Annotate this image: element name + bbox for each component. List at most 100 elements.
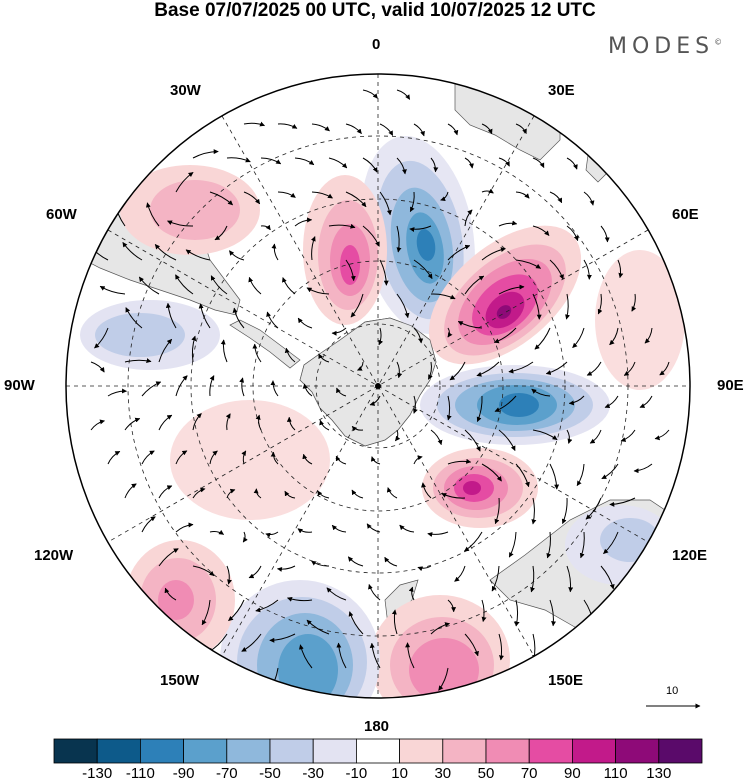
wind-vector: [277, 123, 298, 129]
wind-vector: [447, 244, 471, 261]
colorbar-swatch: [658, 738, 703, 764]
wind-vector: [609, 327, 619, 346]
colorbar-swatch: [96, 738, 141, 764]
wind-vector: [498, 284, 525, 295]
wind-vector: [476, 361, 500, 377]
wind-vector: [260, 224, 271, 231]
colorbar-tick-label: -70: [215, 765, 238, 782]
wind-vector: [391, 609, 398, 635]
wind-vector: [277, 191, 296, 198]
wind-vector: [328, 157, 348, 169]
wind-vector: [586, 361, 602, 376]
wind-vector: [589, 429, 602, 444]
wind-vector: [209, 191, 233, 206]
wind-vector: [192, 487, 206, 499]
lon-label-60e: 60E: [672, 206, 699, 223]
wind-vector: [498, 220, 518, 227]
colorbar-swatch: [139, 738, 184, 764]
wind-vector: [549, 463, 560, 490]
wind-vector: [226, 488, 236, 499]
wind-vector: [396, 89, 411, 100]
wind-vector: [297, 528, 313, 534]
wind-vector: [260, 157, 282, 165]
wind-vector: [209, 450, 218, 465]
colorbar-tick-label: 50: [477, 765, 495, 782]
wind-vector: [620, 429, 636, 442]
wind-vector: [447, 599, 457, 613]
wind-vector: [604, 395, 619, 408]
wind-vector: [158, 485, 173, 499]
wind-vector: [107, 388, 127, 397]
wind-vector: [192, 149, 219, 159]
colorbar-swatch: [312, 738, 357, 764]
wind-vector: [348, 611, 364, 635]
wind-vector: [243, 121, 265, 127]
colorbar-tick-label: -130: [82, 765, 113, 782]
wind-vector: [396, 157, 407, 175]
wind-vector: [239, 377, 245, 397]
wind-vector: [311, 560, 330, 567]
wind-vector: [192, 413, 202, 431]
wind-vector: [561, 497, 568, 525]
wind-vector: [326, 587, 347, 601]
wind-vector: [515, 259, 542, 269]
wind-vector: [603, 531, 619, 554]
wind-vector: [297, 317, 313, 329]
wind-vector: [413, 395, 418, 414]
wind-vector: [271, 243, 279, 261]
wind-vector: [464, 157, 474, 169]
wind-vector: [94, 327, 109, 349]
wind-vector: [515, 463, 530, 488]
colorbar-swatch: [572, 738, 617, 764]
wind-vector: [447, 327, 453, 338]
wind-vector: [107, 450, 121, 465]
wind-vector: [600, 565, 615, 590]
wind-vector: [566, 157, 578, 170]
wind-vector: [241, 633, 262, 652]
wind-vector: [378, 327, 384, 346]
wind-vector: [494, 497, 500, 525]
wind-vector: [532, 293, 542, 320]
wind-vector: [644, 327, 653, 344]
colorbar-swatch: [442, 738, 487, 764]
wind-vector: [328, 223, 356, 229]
lon-label-120e: 120E: [672, 547, 708, 564]
wind-vector: [430, 429, 443, 446]
lon-label-90w: 90W: [4, 377, 35, 394]
colorbar-tick-label: -10: [345, 765, 368, 782]
wind-vector: [269, 633, 296, 643]
wind-vector: [241, 450, 247, 465]
wind-vector: [654, 429, 670, 441]
colorbar-tick-label: 10: [391, 765, 408, 782]
wind-vector: [302, 383, 313, 397]
wind-vector: [226, 565, 232, 585]
wind-vector: [284, 347, 296, 363]
colorbar-swatch: [485, 738, 530, 764]
wind-vector: [530, 565, 536, 593]
wind-vector: [481, 247, 506, 261]
copyright-mark: ©: [714, 37, 723, 47]
wind-vector: [617, 259, 624, 279]
wind-vector: [481, 463, 502, 482]
wind-vector: [396, 225, 402, 253]
wind-vector: [408, 586, 415, 601]
wind-vector: [294, 217, 313, 227]
wind-vector: [124, 417, 141, 431]
wind-vector: [319, 419, 330, 431]
wind-vector: [447, 123, 459, 136]
antarctic-peninsula: [229, 319, 301, 369]
wind-vector: [252, 343, 262, 363]
wind-vector: [413, 455, 423, 465]
wind-vector: [266, 311, 279, 329]
wind-vector: [600, 225, 610, 243]
colorbar-swatch: [269, 738, 314, 764]
wind-vector: [583, 259, 592, 280]
wind-vector: [379, 259, 389, 286]
wind-vector: [639, 395, 653, 408]
wind-vector: [165, 302, 177, 329]
wind-vector: [191, 335, 197, 363]
wind-vector: [368, 584, 381, 601]
wind-vector: [270, 380, 279, 397]
wind-vector: [286, 416, 296, 431]
wind-vector: [255, 599, 279, 613]
